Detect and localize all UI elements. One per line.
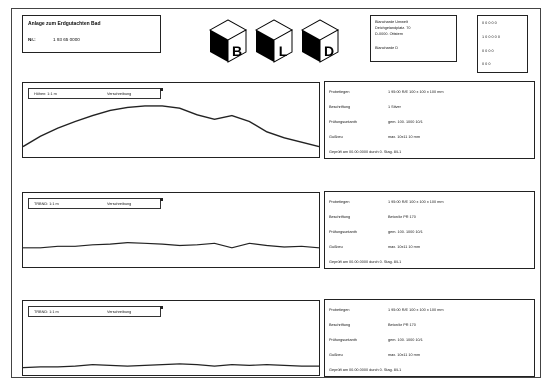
number-label: Nr.:: [28, 37, 36, 42]
info-value: Beton/kr PR 170: [388, 323, 416, 327]
info-value: max. 10x11 10 mm: [388, 135, 421, 139]
company-logo: B L D: [208, 19, 340, 63]
profile-curve-2: [23, 241, 319, 249]
info-label: Probetiegen: [329, 90, 350, 94]
corner-line: 1 0 0 0 0 0: [482, 35, 500, 39]
info-label: Prüfungsuntanth: [329, 120, 357, 124]
info-value: gem. 100. 1000 10/1: [388, 120, 423, 124]
logo-cube-l: L: [254, 19, 294, 63]
info-value: max. 10x11 10 mm: [388, 353, 421, 357]
address-line: Blancharde D: [375, 46, 399, 50]
info-label: Probetiegen: [329, 308, 350, 312]
corner-line: 0 0 0: [482, 62, 491, 66]
legend-description: Verschreibung: [107, 310, 132, 314]
info-value: gem. 100. 1000 10/1: [388, 230, 423, 234]
legend-marker-icon: [160, 88, 163, 91]
sample-info-box-3: Probetiegen 1 95:00 R/E 100 x 100 x 100 …: [324, 299, 535, 377]
document-number: 1 93 65 0000: [53, 37, 80, 42]
info-label: Beschriftung: [329, 323, 351, 327]
document-title: Anlage zum Erdgutachten Bad: [28, 21, 101, 27]
logo-letter-l: L: [279, 43, 288, 59]
info-label: Gußbeu: [329, 135, 343, 139]
inspection-footer: Geprüft am 00.00.0000 durch 0. Stag. 8/L…: [329, 150, 402, 154]
info-value: 1 95:00 R/E 100 x 100 x 100 mm: [388, 200, 444, 204]
profile-legend: TRBND: 1:1 m Verschreibung: [28, 198, 163, 209]
info-label: Beschriftung: [329, 105, 351, 109]
legend-marker-icon: [160, 198, 163, 201]
sample-info-box-2: Probetiegen 1 95:00 R/E 100 x 100 x 100 …: [324, 191, 535, 269]
legend-description: Verschreibung: [107, 202, 132, 206]
address-line: Deichgelandplatz. 70: [375, 26, 411, 30]
info-value: max. 10x11 10 mm: [388, 245, 421, 249]
info-value: gem. 100. 1000 10/1: [388, 338, 423, 342]
profile-line: [23, 363, 319, 369]
profile-panel-2: TRBND: 1:1 m Verschreibung: [22, 192, 320, 268]
address-line: D-0000. Ottstem: [375, 32, 403, 36]
corner-line: 0 0 0 0 0: [482, 21, 497, 25]
info-label: Gußbeu: [329, 245, 343, 249]
address-line: Blancharde Umwelt: [375, 20, 408, 24]
legend-description: Verschreibung: [107, 92, 132, 96]
legend-marker-icon: [160, 306, 163, 309]
info-label: Prüfungsuntanth: [329, 338, 357, 342]
logo-cube-b: B: [208, 19, 248, 63]
profile-panel-3: TRBND: 1:1 m Verschreibung: [22, 300, 320, 376]
legend-scale: TRBND: 1:1 m: [34, 310, 59, 314]
sample-info-box-1: Probetiegen 1 95:00 R/E 100 x 100 x 100 …: [324, 81, 535, 159]
profile-panel-1: Höhen: 1:1 m Verschreibung: [22, 82, 320, 158]
legend-scale: TRBND: 1:1 m: [34, 202, 59, 206]
corner-info-box: 0 0 0 0 0 1 0 0 0 0 0 0 0 0 0 0 0 0: [477, 15, 528, 73]
document-sheet: Anlage zum Erdgutachten Bad Nr.: 1 93 65…: [11, 8, 541, 378]
logo-letter-b: B: [232, 43, 242, 59]
info-value: 1 95:00 R/E 100 x 100 x 100 mm: [388, 90, 444, 94]
corner-line: 0 0 0 0: [482, 49, 494, 53]
info-label: Probetiegen: [329, 200, 350, 204]
profile-curve-3: [23, 363, 319, 369]
profile-line: [23, 241, 319, 249]
profile-line: [23, 105, 319, 148]
address-box: Blancharde Umwelt Deichgelandplatz. 70 D…: [370, 15, 457, 62]
title-box: Anlage zum Erdgutachten Bad Nr.: 1 93 65…: [22, 15, 161, 53]
inspection-footer: Geprüft am 00.00.0000 durch 0. Stag. 8/L…: [329, 368, 402, 372]
info-label: Prüfungsuntanth: [329, 230, 357, 234]
logo-letter-d: D: [324, 43, 334, 59]
profile-curve-1: [23, 105, 319, 148]
info-label: Gußbeu: [329, 353, 343, 357]
profile-legend: Höhen: 1:1 m Verschreibung: [28, 88, 163, 99]
info-value: Beton/kr PR 170: [388, 215, 416, 219]
logo-cube-d: D: [300, 19, 340, 63]
inspection-footer: Geprüft am 00.00.0000 durch 0. Stag. 8/L…: [329, 260, 402, 264]
legend-scale: Höhen: 1:1 m: [34, 92, 57, 96]
info-value: 1 Stiver: [388, 105, 401, 109]
info-label: Beschriftung: [329, 215, 351, 219]
profile-legend: TRBND: 1:1 m Verschreibung: [28, 306, 163, 317]
info-value: 1 95:00 R/E 100 x 100 x 100 mm: [388, 308, 444, 312]
